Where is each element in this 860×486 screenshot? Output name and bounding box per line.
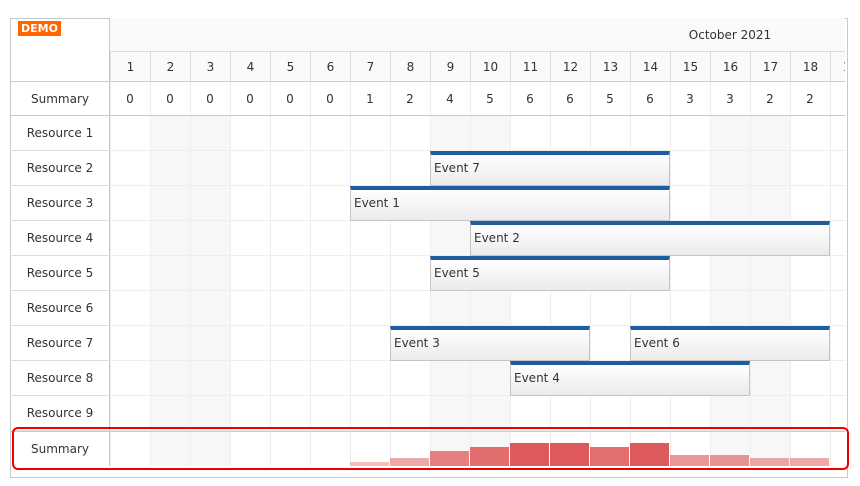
summary-count: 3 <box>726 92 734 106</box>
summary-count: 3 <box>686 92 694 106</box>
load-bar <box>710 454 749 466</box>
day-header: 7 <box>350 52 390 82</box>
summary-count: 0 <box>286 92 294 106</box>
corner <box>10 18 110 82</box>
event[interactable]: Event 7 <box>430 151 670 186</box>
load-bar <box>670 454 709 466</box>
day-header: 1 <box>110 52 150 82</box>
grid-line <box>790 82 791 466</box>
demo-badge: DEMO <box>18 21 61 36</box>
row-label: Resource 1 <box>10 116 110 151</box>
summary-count: 6 <box>646 92 654 106</box>
row-label: Resource 9 <box>10 396 110 431</box>
summary-count: 6 <box>566 92 574 106</box>
event[interactable]: Event 5 <box>430 256 670 291</box>
event[interactable]: Event 6 <box>630 326 830 361</box>
summary-count: 2 <box>806 92 814 106</box>
grid-line <box>670 82 671 466</box>
load-bar <box>390 458 429 466</box>
row-label: Resource 3 <box>10 186 110 221</box>
summary-count: 0 <box>206 92 214 106</box>
row-line <box>110 430 845 431</box>
summary-count: 0 <box>326 92 334 106</box>
month-row <box>110 18 845 52</box>
row-line <box>110 150 845 151</box>
summary-count: 1 <box>366 92 374 106</box>
grid-line <box>310 82 311 466</box>
grid-line <box>150 82 151 466</box>
grid-line <box>110 82 111 466</box>
row-label: Resource 8 <box>10 361 110 396</box>
summary-count: 5 <box>606 92 614 106</box>
summary-count: 0 <box>126 92 134 106</box>
summary-count: 4 <box>446 92 454 106</box>
load-bar <box>750 458 789 466</box>
grid-line <box>710 82 711 466</box>
grid-line <box>270 82 271 466</box>
row-line <box>110 325 845 326</box>
day-header: 18 <box>790 52 830 82</box>
load-bar <box>350 462 389 466</box>
month-label: October 2021 <box>688 28 772 42</box>
day-header: 4 <box>230 52 270 82</box>
load-bar <box>550 443 589 466</box>
day-header: 5 <box>270 52 310 82</box>
row-label: Resource 5 <box>10 256 110 291</box>
day-header: 8 <box>390 52 430 82</box>
row-line <box>110 395 845 396</box>
row-label: Summary <box>10 431 110 466</box>
weekend-shade <box>190 116 230 466</box>
grid-line <box>350 82 351 466</box>
day-header: 9 <box>430 52 470 82</box>
summary-count: 0 <box>166 92 174 106</box>
row-label: Resource 7 <box>10 326 110 361</box>
load-bar <box>630 443 669 466</box>
footer-border <box>110 431 845 432</box>
day-header: 11 <box>510 52 550 82</box>
timeline: October 20211234567891011121314151617181… <box>110 18 845 466</box>
summary-count: 5 <box>486 92 494 106</box>
summary-count: 2 <box>406 92 414 106</box>
load-bar <box>470 446 509 466</box>
summary-count: 2 <box>766 92 774 106</box>
load-bar <box>790 458 829 466</box>
weekend-shade <box>710 116 750 466</box>
load-bar <box>590 446 629 466</box>
load-bar <box>510 443 549 466</box>
day-header: 6 <box>310 52 350 82</box>
grid-line <box>190 82 191 466</box>
event[interactable]: Event 3 <box>390 326 590 361</box>
row-label: Summary <box>10 82 110 116</box>
day-header: 2 <box>150 52 190 82</box>
grid-line <box>830 82 831 466</box>
day-header: 12 <box>550 52 590 82</box>
row-label: Resource 2 <box>10 151 110 186</box>
highlight-box <box>12 427 849 470</box>
day-header: 19 <box>830 52 845 82</box>
weekend-shade <box>150 116 190 466</box>
load-bar <box>430 450 469 466</box>
grid-line <box>230 82 231 466</box>
grid-line <box>390 82 391 466</box>
event[interactable]: Event 1 <box>350 186 670 221</box>
row-headers: Summary Resource 1 Resource 2 Resource 3 Res… <box>10 18 110 466</box>
day-header: 16 <box>710 52 750 82</box>
summary-border <box>110 115 845 116</box>
weekend-shade <box>750 116 790 466</box>
summary-count: 6 <box>526 92 534 106</box>
grid-line <box>750 82 751 466</box>
day-header: 13 <box>590 52 630 82</box>
event[interactable]: Event 4 <box>510 361 750 396</box>
day-header: 15 <box>670 52 710 82</box>
row-label: Resource 4 <box>10 221 110 256</box>
day-header: 10 <box>470 52 510 82</box>
row-label: Resource 6 <box>10 291 110 326</box>
summary-count: 0 <box>246 92 254 106</box>
day-header: 17 <box>750 52 790 82</box>
day-header: 3 <box>190 52 230 82</box>
event[interactable]: Event 2 <box>470 221 830 256</box>
day-header: 14 <box>630 52 670 82</box>
